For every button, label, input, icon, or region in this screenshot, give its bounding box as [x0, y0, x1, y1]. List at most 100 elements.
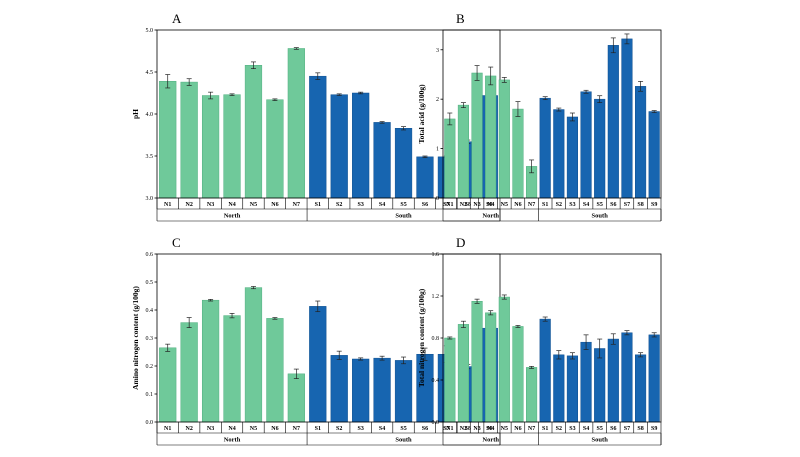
category-label-s9: S9 [651, 202, 657, 208]
errorbar-n3 [474, 298, 480, 304]
bar-s4 [580, 91, 592, 199]
bar-n1 [444, 118, 456, 199]
category-label-n6: N6 [514, 426, 521, 432]
category-label-n3: N3 [207, 426, 214, 432]
category-label-s2: S2 [556, 202, 562, 208]
panel-b: B 0 1 2 3 Total acid (g/100g) N1 N2 N3 N4 N5 N6 N7 S1… [417, 11, 662, 222]
bar-s5 [594, 348, 606, 423]
panel-letter: C [172, 235, 181, 250]
category-label-n4: N4 [228, 426, 235, 432]
bar-n1 [159, 80, 177, 199]
group-label-south: South [395, 213, 412, 220]
bar-s1 [309, 306, 327, 423]
bar-s1 [309, 75, 327, 199]
panel-letter: A [172, 11, 182, 26]
errorbar-n5 [250, 286, 256, 290]
category-label-s7: S7 [443, 426, 449, 432]
bar-s6 [416, 156, 434, 199]
category-label-n2: N2 [185, 202, 192, 208]
bar-s2 [330, 94, 348, 199]
y-tick-label: 1.6 [432, 252, 440, 258]
bar-n5 [244, 287, 263, 423]
category-label-s3: S3 [357, 426, 363, 432]
category-label-s6: S6 [422, 202, 428, 208]
bar-n2 [180, 81, 198, 199]
category-label-s8: S8 [637, 202, 643, 208]
y-tick-label: 0 [436, 196, 439, 202]
errorbar-s2 [336, 350, 342, 360]
bar-n6 [266, 318, 284, 423]
y-tick-label: 0.1 [146, 392, 154, 398]
category-label-s2: S2 [556, 426, 562, 432]
errorbar-s9 [651, 332, 657, 338]
bar-s9 [648, 111, 660, 199]
category-label-n3: N3 [473, 426, 480, 432]
errorbar-n2 [460, 320, 466, 328]
bar-n2 [180, 322, 198, 423]
category-label-n5: N5 [501, 202, 508, 208]
errorbar-s2 [556, 107, 562, 112]
bar-s3 [352, 358, 370, 423]
errorbar-s9 [651, 110, 657, 113]
y-tick-label: 0.6 [146, 252, 154, 258]
errorbar-n1 [447, 112, 453, 126]
errorbar-n2 [186, 317, 192, 328]
group-label-south: South [592, 213, 609, 220]
y-tick-label: 0.8 [432, 336, 440, 342]
errorbar-s3 [358, 91, 364, 95]
errorbar-n5 [501, 294, 507, 300]
bar-s6 [607, 338, 619, 423]
bar-n3 [471, 72, 483, 199]
y-tick-label: 3 [436, 48, 439, 54]
bar-s2 [553, 109, 565, 199]
errorbar-n4 [229, 93, 235, 96]
category-label-n1: N1 [164, 426, 171, 432]
category-label-s4: S4 [583, 426, 589, 432]
errorbar-n5 [501, 77, 507, 83]
errorbar-s5 [401, 356, 407, 365]
y-tick-label: 0.3 [146, 336, 154, 342]
bar-s1 [539, 97, 551, 199]
errorbar-n1 [447, 336, 453, 340]
category-label-n1: N1 [164, 202, 171, 208]
errorbar-s8 [638, 352, 644, 358]
y-axis-title: Total acid (g/100g) [417, 84, 426, 144]
errorbar-n3 [208, 91, 214, 100]
errorbar-n6 [515, 101, 521, 117]
errorbar-n4 [229, 313, 235, 319]
bar-n3 [201, 95, 220, 199]
bar-n4 [485, 75, 497, 199]
category-label-s7: S7 [624, 202, 630, 208]
group-label-south: South [592, 437, 609, 444]
category-label-s9: S9 [651, 426, 657, 432]
bar-s4 [373, 122, 391, 199]
category-label-s3: S3 [569, 202, 575, 208]
group-label-north: North [482, 437, 499, 444]
bar-n4 [485, 312, 497, 423]
panel-letter: D [456, 235, 465, 250]
category-label-s9: S9 [486, 426, 492, 432]
y-tick-label: 4.0 [146, 112, 154, 118]
bar-n6 [512, 326, 524, 423]
bar-n5 [498, 296, 510, 423]
errorbar-s4 [379, 355, 385, 361]
bar-s2 [553, 354, 565, 423]
bar-s8 [635, 86, 647, 199]
category-label-s3: S3 [569, 426, 575, 432]
category-label-n3: N3 [207, 202, 214, 208]
category-label-n7: N7 [528, 426, 535, 432]
category-label-s1: S1 [315, 202, 321, 208]
errorbar-s3 [569, 352, 575, 360]
category-label-s2: S2 [336, 202, 342, 208]
bar-s2 [330, 355, 348, 423]
bar-s8 [635, 354, 647, 423]
errorbar-s3 [358, 357, 364, 361]
bar-s5 [394, 360, 413, 423]
bar-n1 [159, 347, 177, 423]
group-label-north: North [482, 213, 499, 220]
y-tick-label: 2 [436, 97, 439, 103]
y-tick-label: 1 [436, 147, 439, 153]
errorbar-n1 [165, 74, 171, 89]
bar-n6 [266, 99, 284, 199]
bar-n3 [471, 301, 483, 423]
